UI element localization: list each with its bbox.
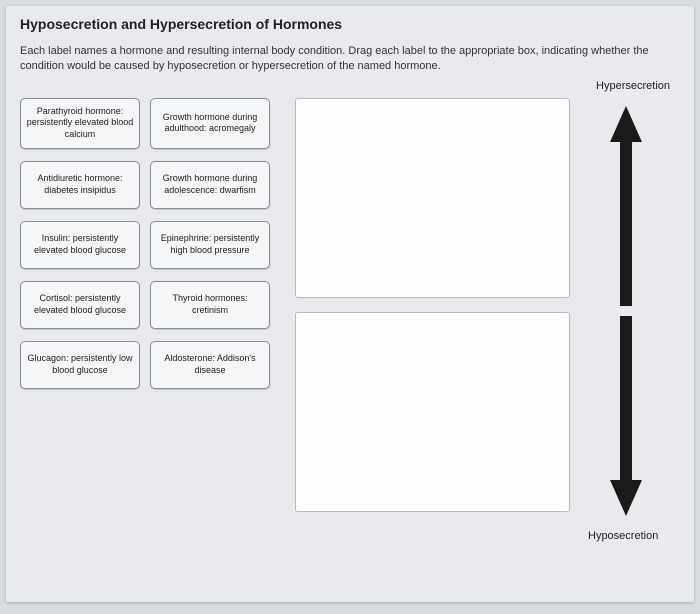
hormone-label-card[interactable]: Epinephrine: persistently high blood pre… — [150, 221, 270, 269]
hypersecretion-label: Hypersecretion — [596, 80, 670, 92]
hormone-label-card[interactable]: Aldosterone: Addison's disease — [150, 341, 270, 389]
arrow-down-icon — [610, 316, 642, 516]
hormone-label-card[interactable]: Antidiuretic hormone: diabetes insipidus — [20, 161, 140, 209]
page-title: Hyposecretion and Hypersecretion of Horm… — [20, 16, 680, 32]
instructions-text: Each label names a hormone and resulting… — [20, 44, 680, 74]
arrow-up-icon — [610, 106, 642, 306]
hypersecretion-drop-zone[interactable] — [295, 98, 570, 298]
label-pool: Parathyroid hormone: persistently elevat… — [20, 98, 270, 389]
hyposecretion-drop-zone[interactable] — [295, 312, 570, 512]
worksheet-page: Hyposecretion and Hypersecretion of Horm… — [6, 6, 694, 602]
hormone-label-card[interactable]: Glucagon: persistently low blood glucose — [20, 341, 140, 389]
hormone-label-card[interactable]: Thyroid hormones: cretinism — [150, 281, 270, 329]
hormone-label-card[interactable]: Growth hormone during adolescence: dwarf… — [150, 161, 270, 209]
hormone-label-card[interactable]: Insulin: persistently elevated blood glu… — [20, 221, 140, 269]
hormone-label-card[interactable]: Growth hormone during adulthood: acromeg… — [150, 98, 270, 149]
hormone-label-card[interactable]: Cortisol: persistently elevated blood gl… — [20, 281, 140, 329]
hormone-label-card[interactable]: Parathyroid hormone: persistently elevat… — [20, 98, 140, 149]
activity-area: Hypersecretion Parathyroid hormone: pers… — [20, 80, 680, 570]
hyposecretion-label: Hyposecretion — [588, 530, 658, 542]
